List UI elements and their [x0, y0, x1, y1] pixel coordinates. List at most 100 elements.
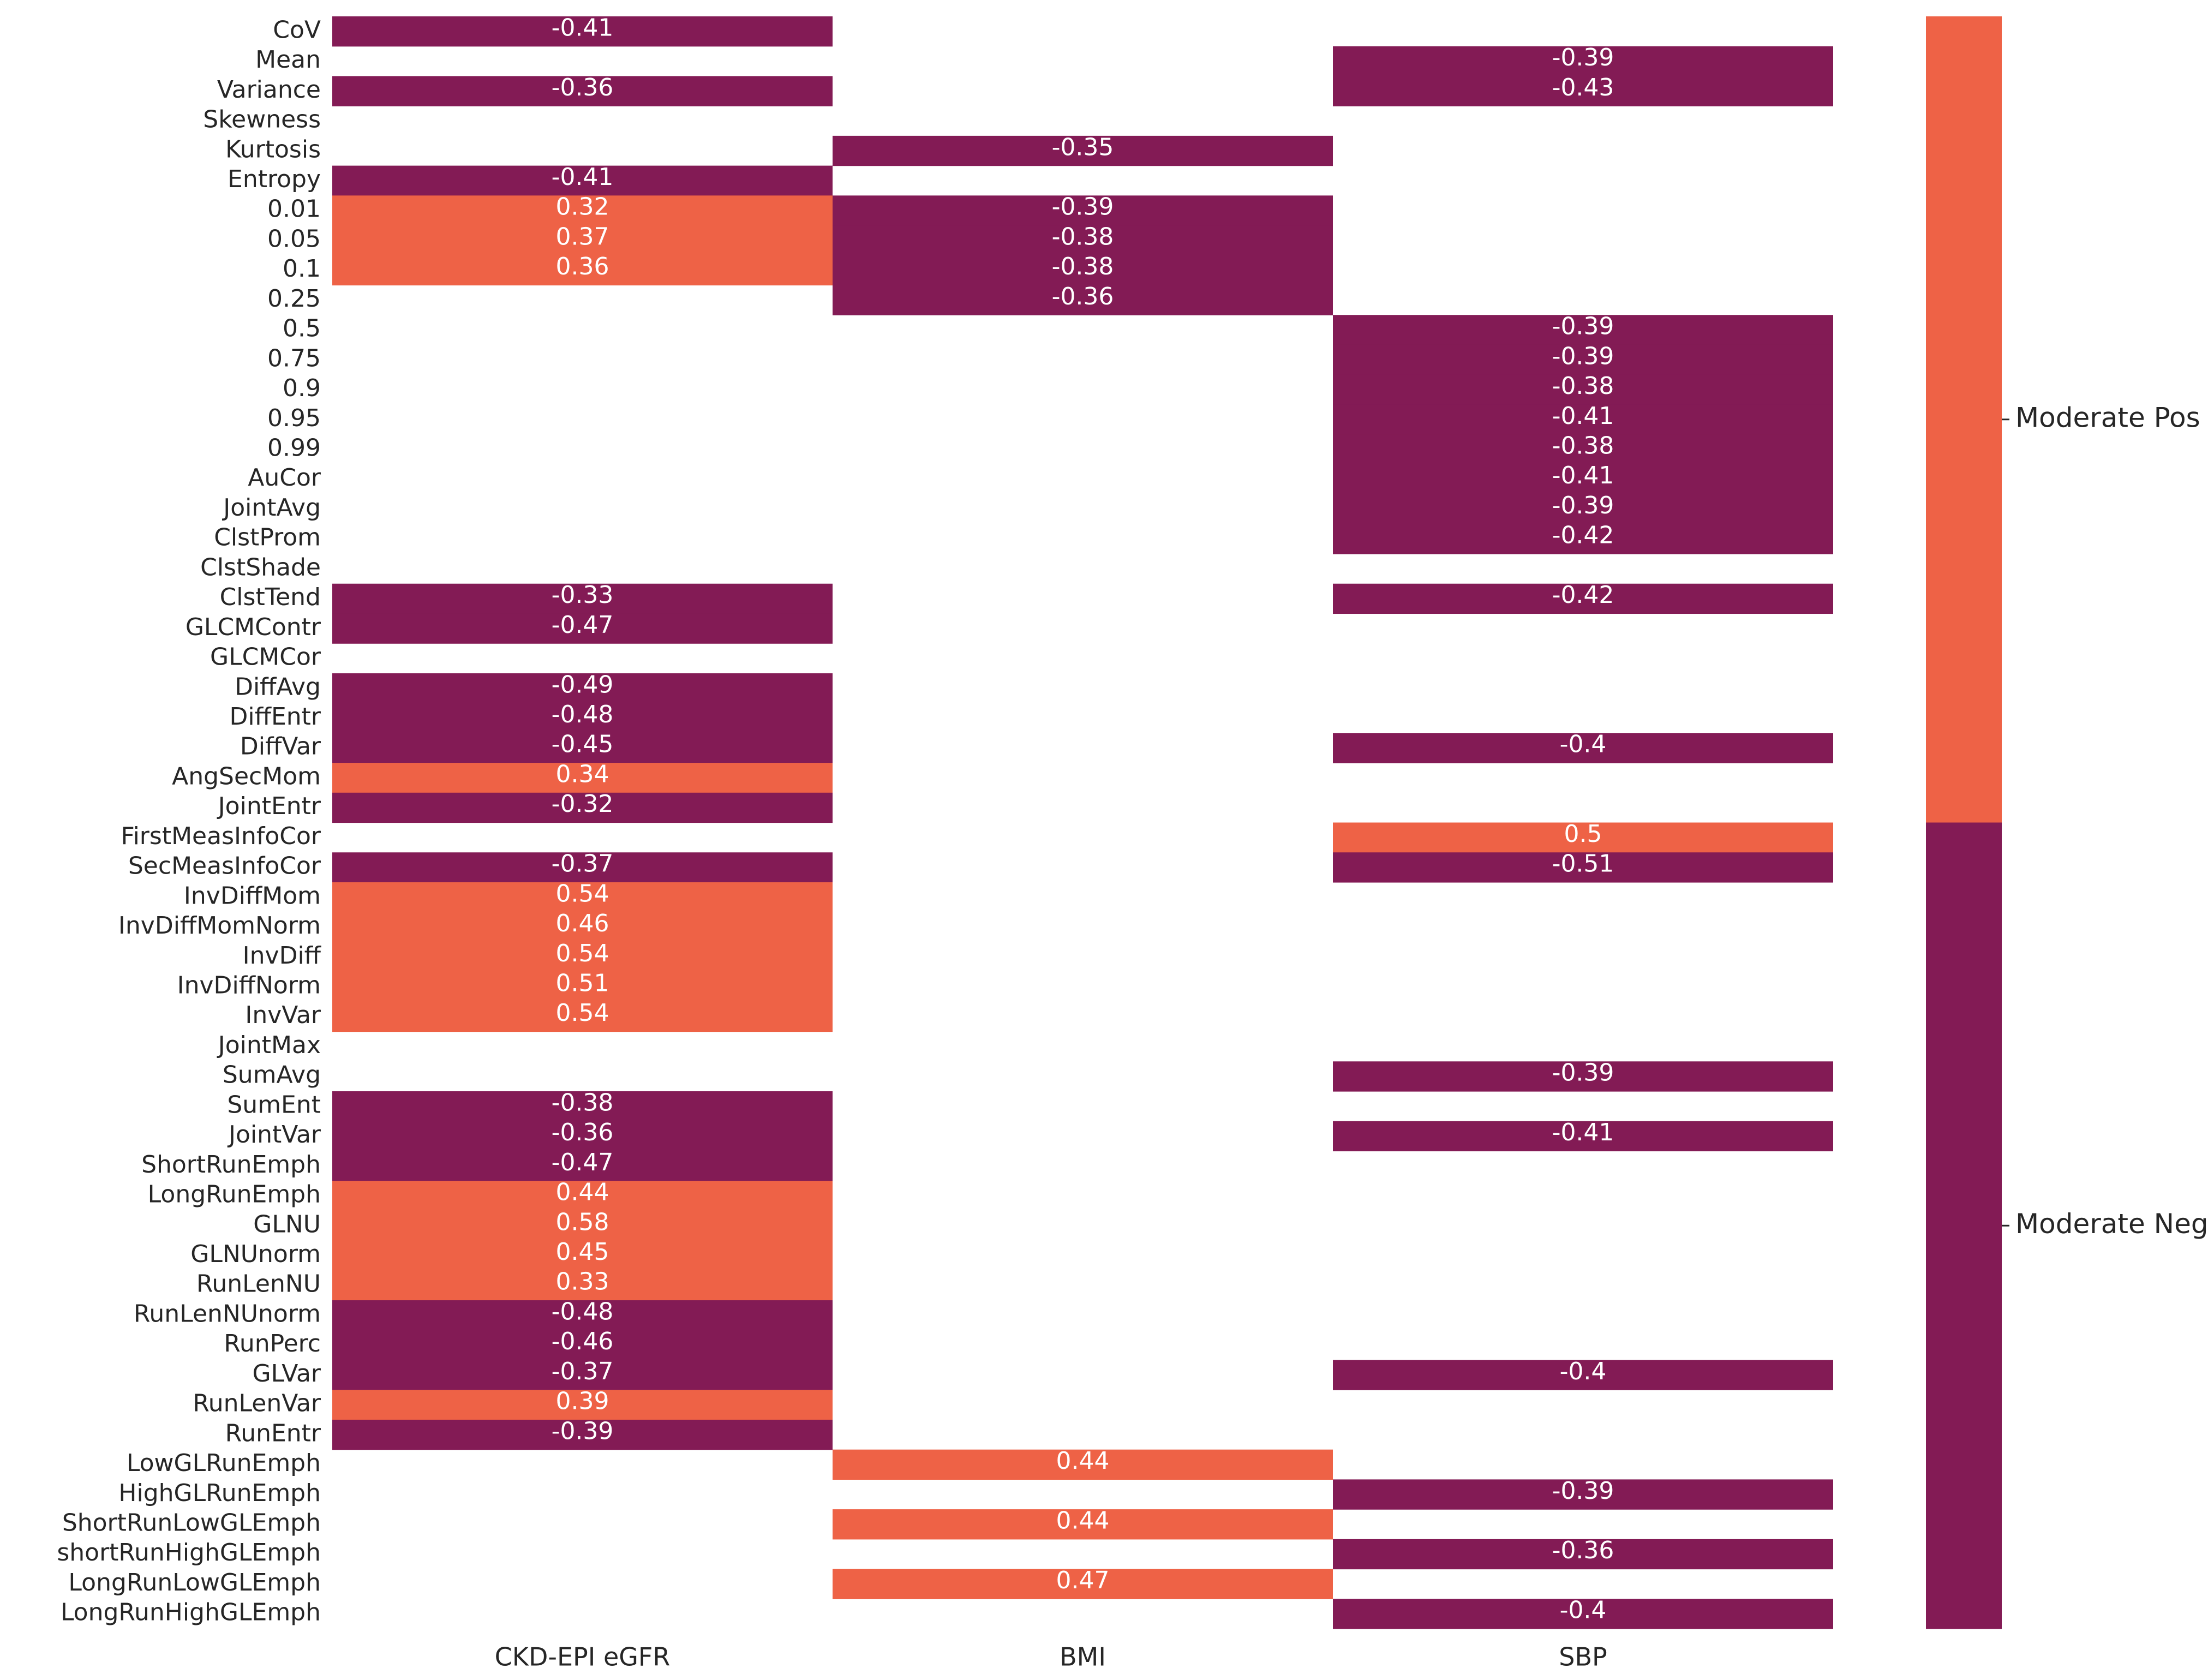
row-label: DiffEntr: [230, 703, 321, 731]
cell-value-label: -0.39: [1552, 492, 1614, 519]
colorbar: Moderate Pos Moderate Neg: [1926, 16, 2208, 1629]
cell-value-label: -0.41: [1552, 1119, 1614, 1146]
heatmap-cell: [332, 912, 833, 942]
heatmap-cell: [332, 165, 833, 196]
row-label: ClstShade: [200, 553, 321, 581]
row-label: SecMeasInfoCor: [128, 852, 321, 880]
row-label: 0.5: [283, 315, 321, 343]
cell-value-label: -0.39: [1552, 313, 1614, 340]
heatmap-cell: [1333, 315, 1833, 345]
cell-value-label: -0.38: [1552, 432, 1614, 459]
row-label: GLCMContr: [186, 613, 321, 641]
cell-value-label: 0.5: [1564, 820, 1602, 848]
heatmap-cell: [332, 1390, 833, 1420]
cell-value-label: 0.39: [556, 1388, 609, 1415]
cell-value-label: -0.47: [552, 611, 614, 639]
row-label: RunLenVar: [193, 1390, 321, 1418]
row-label: JointMax: [217, 1031, 321, 1059]
heatmap-cell: [332, 195, 833, 226]
heatmap-cell: [833, 255, 1333, 286]
cell-value-label: 0.34: [556, 760, 609, 788]
heatmap-cells: [332, 16, 1833, 1629]
heatmap-cell: [332, 1360, 833, 1390]
row-label: LowGLRunEmph: [127, 1449, 321, 1477]
cell-value-label: -0.46: [552, 1328, 614, 1355]
cell-value-label: 0.54: [556, 940, 609, 967]
cell-value-label: 0.51: [556, 969, 609, 997]
heatmap-cell: [1333, 374, 1833, 405]
cell-value-label: 0.37: [556, 223, 609, 250]
row-label: RunLenNUnorm: [134, 1300, 321, 1328]
heatmap-cell: [1333, 404, 1833, 435]
cell-value-label: -0.39: [1052, 193, 1114, 221]
row-label: 0.95: [267, 404, 321, 432]
cell-value-label: 0.58: [556, 1208, 609, 1236]
cell-value-label: 0.54: [556, 880, 609, 907]
cell-value-label: 0.47: [1056, 1567, 1110, 1594]
cell-value-label: -0.36: [1052, 283, 1114, 310]
heatmap-cell: [1333, 1121, 1833, 1152]
cell-value-label: -0.36: [1552, 1536, 1614, 1564]
row-label: Mean: [255, 46, 321, 74]
heatmap-cell: [1333, 1599, 1833, 1629]
heatmap-cell: [332, 942, 833, 972]
heatmap-cell: [1333, 822, 1833, 853]
row-label: RunLenNU: [196, 1270, 321, 1298]
cell-value-label: -0.4: [1560, 1358, 1607, 1385]
row-label: 0.9: [283, 374, 321, 402]
row-label: LongRunHighGLEmph: [61, 1599, 321, 1627]
cell-value-label: -0.4: [1560, 1597, 1607, 1624]
cell-value-label: -0.39: [1552, 1477, 1614, 1505]
column-label: SBP: [1559, 1642, 1607, 1672]
cell-value-label: -0.45: [552, 731, 614, 758]
cell-value-label: 0.36: [556, 253, 609, 280]
column-labels: CKD-EPI eGFR BMI SBP: [495, 1642, 1607, 1672]
colorbar-label: Moderate Pos: [2015, 402, 2200, 433]
heatmap-cell: [1333, 1539, 1833, 1570]
cell-value-label: 0.44: [1056, 1506, 1110, 1534]
cell-value-label: -0.41: [552, 14, 614, 41]
row-label: shortRunHighGLEmph: [57, 1539, 321, 1567]
row-labels: CoVMeanVarianceSkewnessKurtosisEntropy0.…: [57, 16, 321, 1626]
heatmap-cell: [332, 1330, 833, 1361]
cell-value-label: -0.4: [1560, 731, 1607, 758]
heatmap-cell: [332, 76, 833, 106]
heatmap-cell: [833, 1569, 1333, 1599]
row-label: 0.75: [267, 344, 321, 372]
heatmap-cell: [1333, 524, 1833, 554]
cell-value-label: -0.41: [552, 163, 614, 191]
cell-value-label: -0.32: [552, 790, 614, 818]
heatmap-cell: [833, 1449, 1333, 1480]
row-label: GLNUnorm: [190, 1240, 321, 1268]
row-label: ClstTend: [220, 583, 321, 611]
heatmap-cell: [332, 882, 833, 913]
row-label: InvDiff: [243, 942, 322, 970]
heatmap-cell: [332, 613, 833, 644]
heatmap-cell: [332, 255, 833, 286]
cell-value-label: -0.42: [1552, 522, 1614, 549]
heatmap-cell: [1333, 1479, 1833, 1510]
row-label: Entropy: [228, 165, 321, 193]
row-label: SumAvg: [223, 1061, 321, 1089]
row-label: InvDiffMom: [184, 882, 321, 910]
row-label: InvDiffMomNorm: [118, 912, 321, 940]
heatmap-cell: [332, 1001, 833, 1032]
heatmap-cell: [1333, 733, 1833, 763]
heatmap-cell: [833, 135, 1333, 166]
cell-value-label: -0.38: [1552, 372, 1614, 400]
row-label: ShortRunEmph: [141, 1151, 321, 1179]
cell-value-label: -0.37: [552, 850, 614, 878]
row-label: JointEntr: [217, 792, 321, 820]
heatmap-cell: [833, 195, 1333, 226]
row-label: InvVar: [245, 1001, 321, 1029]
heatmap-cell: [1333, 583, 1833, 614]
heatmap-cell: [1333, 1061, 1833, 1092]
row-label: 0.99: [267, 434, 321, 462]
column-label: BMI: [1060, 1642, 1106, 1672]
cell-value-label: -0.38: [552, 1089, 614, 1116]
row-label: 0.25: [267, 285, 321, 313]
heatmap-cell: [332, 1181, 833, 1211]
row-label: DiffVar: [240, 733, 321, 761]
row-label: GLCMCor: [210, 643, 321, 671]
row-label: GLVar: [252, 1360, 321, 1388]
